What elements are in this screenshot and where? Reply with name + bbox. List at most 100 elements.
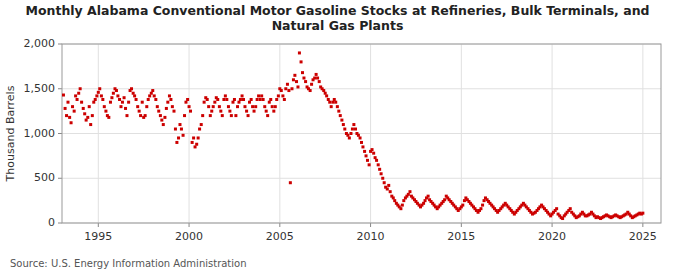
point — [159, 114, 162, 117]
y-tick-label: 500 — [34, 171, 55, 184]
point — [237, 101, 240, 104]
point — [222, 98, 225, 101]
point — [293, 74, 296, 77]
point — [318, 80, 321, 83]
point — [333, 98, 336, 101]
point — [119, 105, 122, 108]
x-tick — [461, 223, 462, 227]
point — [461, 204, 464, 207]
point — [324, 92, 327, 95]
point — [368, 163, 371, 166]
point — [112, 92, 115, 95]
point — [110, 96, 113, 99]
point — [76, 98, 79, 101]
point — [277, 94, 280, 97]
point — [380, 172, 383, 175]
x-tick-label: 2005 — [266, 230, 294, 243]
point — [250, 98, 253, 101]
point — [227, 105, 230, 108]
point — [127, 101, 130, 104]
point — [182, 134, 185, 137]
point — [402, 199, 405, 202]
point — [228, 110, 231, 113]
x-grid-line — [189, 44, 190, 223]
point — [83, 112, 86, 115]
point — [169, 98, 172, 101]
x-tick — [370, 223, 371, 227]
point — [178, 123, 181, 126]
point — [424, 199, 427, 202]
axes: 05001,0001,5002,000199520002005201020152… — [24, 37, 662, 243]
point — [121, 101, 124, 104]
point — [163, 116, 166, 119]
point — [316, 77, 319, 80]
point — [124, 107, 127, 110]
point — [292, 78, 295, 81]
point — [74, 94, 77, 97]
x-grid-line — [370, 44, 371, 223]
point — [256, 98, 259, 101]
point — [366, 159, 369, 162]
point — [296, 85, 299, 88]
point — [174, 128, 177, 131]
x-tick — [98, 223, 99, 227]
point — [401, 204, 404, 207]
point — [156, 105, 159, 108]
point — [130, 87, 133, 90]
point — [218, 105, 221, 108]
point — [328, 101, 331, 104]
point — [68, 116, 71, 119]
point — [375, 159, 378, 162]
point — [188, 105, 191, 108]
point — [175, 141, 178, 144]
point — [85, 119, 88, 122]
point — [254, 105, 257, 108]
x-grid-line — [642, 44, 643, 223]
chart: 05001,0001,5002,000199520002005201020152… — [0, 0, 675, 275]
point — [236, 105, 239, 108]
point — [189, 110, 192, 113]
point — [392, 196, 395, 199]
points — [62, 51, 644, 220]
point — [136, 105, 139, 108]
point — [253, 110, 256, 113]
point — [274, 105, 277, 108]
point — [257, 94, 260, 97]
point — [79, 87, 82, 90]
x-tick-label: 2010 — [357, 230, 385, 243]
point — [251, 105, 254, 108]
point — [280, 89, 283, 92]
point — [352, 123, 355, 126]
point — [219, 110, 222, 113]
point — [151, 89, 154, 92]
y-grid-line — [62, 178, 661, 179]
point — [389, 190, 392, 193]
point — [194, 145, 197, 148]
point — [91, 114, 94, 117]
point — [197, 136, 200, 139]
point — [82, 107, 85, 110]
x-tick-label: 2020 — [538, 230, 566, 243]
point — [243, 105, 246, 108]
point — [180, 128, 183, 131]
point — [216, 98, 219, 101]
point — [569, 207, 572, 210]
point — [141, 101, 144, 104]
point — [92, 101, 95, 104]
point — [198, 128, 201, 131]
x-tick — [189, 223, 190, 227]
point — [259, 98, 262, 101]
point — [153, 94, 156, 97]
point — [298, 51, 301, 54]
point — [191, 141, 194, 144]
point — [165, 107, 168, 110]
point — [555, 207, 558, 210]
point — [378, 168, 381, 171]
point — [561, 217, 564, 220]
x-tick — [279, 223, 280, 227]
point — [377, 163, 380, 166]
point — [125, 114, 128, 117]
x-grid-line — [461, 44, 462, 223]
point — [346, 134, 349, 137]
point — [166, 101, 169, 104]
